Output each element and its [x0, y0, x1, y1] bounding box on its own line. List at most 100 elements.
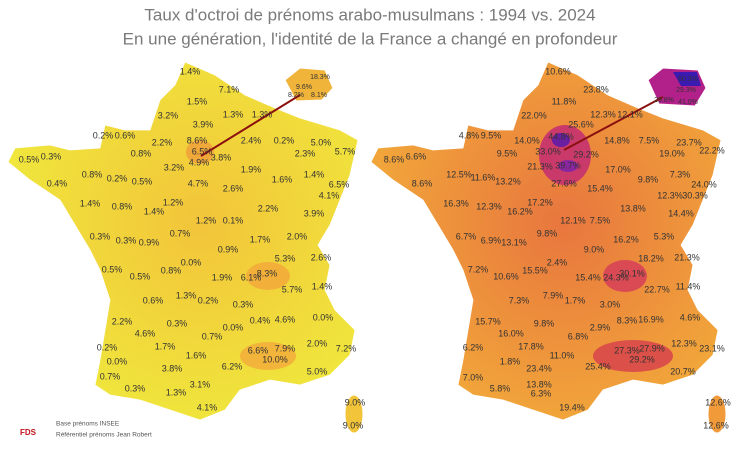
- corsica: [344, 394, 364, 434]
- dept-label: 21.3%: [674, 252, 700, 262]
- dept-label: 2.6%: [311, 252, 332, 262]
- dept-label: 6.9%: [481, 235, 502, 245]
- dept-label: 23.8%: [583, 84, 609, 94]
- dept-label: 12.3%: [657, 190, 683, 200]
- dept-label: 2.2%: [112, 316, 133, 326]
- dept-label: 22.7%: [644, 284, 670, 294]
- dept-label: 7.5%: [639, 135, 660, 145]
- dept-label: 23.1%: [699, 343, 725, 353]
- dept-label: 0.2%: [198, 295, 219, 305]
- dept-label: 2.3%: [295, 148, 316, 158]
- corsica: [707, 394, 727, 434]
- dept-label: 1.4%: [180, 66, 201, 76]
- dept-label: 16.2%: [507, 206, 533, 216]
- dept-label: 6.7%: [456, 231, 477, 241]
- dept-label: 33.0%: [535, 146, 561, 156]
- inset-label: 9.6%: [296, 84, 312, 91]
- dept-label: 0.9%: [139, 237, 160, 247]
- dept-label: 6.1%: [241, 272, 262, 282]
- dept-label: 4.1%: [197, 402, 218, 412]
- dept-label: 44.8%: [548, 131, 574, 141]
- dept-label: 7.9%: [543, 290, 564, 300]
- inset-label: 60.3%: [678, 76, 698, 83]
- dept-label: 19.0%: [659, 148, 685, 158]
- dept-label: 15.7%: [475, 316, 501, 326]
- dept-label: 0.6%: [143, 295, 164, 305]
- dept-label: 14.8%: [604, 135, 630, 145]
- dept-label: 0.2%: [274, 135, 295, 145]
- dept-label: 10.6%: [493, 271, 519, 281]
- dept-label: 11.8%: [552, 96, 577, 106]
- dept-label: 8.6%: [187, 135, 208, 145]
- dept-label: 7.2%: [336, 343, 357, 353]
- dept-label: 1.9%: [212, 272, 233, 282]
- logo: FDS: [20, 428, 37, 437]
- dept-label: 4.9%: [189, 157, 210, 167]
- dept-label: 0.8%: [82, 169, 103, 179]
- dept-label: 0.0%: [223, 322, 244, 332]
- dept-label: 30.3%: [682, 190, 708, 200]
- dept-label: 13.1%: [501, 237, 527, 247]
- dept-label: 8.6%: [412, 178, 433, 188]
- dept-label: 0.3%: [41, 151, 62, 161]
- dept-label: 3.1%: [190, 379, 211, 389]
- dept-label: 23.7%: [676, 137, 702, 147]
- region-tint: [240, 342, 296, 370]
- inset-pointer: [200, 94, 301, 157]
- dept-label: 0.6%: [115, 130, 136, 140]
- dept-label: 25.6%: [568, 119, 594, 129]
- dept-label: 12.3%: [590, 109, 616, 119]
- dept-label: 0.3%: [116, 235, 137, 245]
- dept-label: 7.3%: [670, 169, 691, 179]
- dept-label: 20.7%: [670, 366, 696, 376]
- dept-label: 11.0%: [550, 350, 575, 360]
- dept-label: 12.5%: [446, 169, 472, 179]
- region-tint: [603, 260, 647, 292]
- dept-label: 1.3%: [166, 387, 187, 397]
- dept-label: 8.3%: [617, 315, 638, 325]
- dept-label: 22.0%: [521, 110, 547, 120]
- dept-label: 2.0%: [287, 231, 308, 241]
- dept-label: 2.6%: [223, 183, 244, 193]
- dept-label: 1.2%: [163, 197, 184, 207]
- dept-label: 5.3%: [654, 231, 675, 241]
- dept-label: 1.7%: [565, 295, 586, 305]
- dept-label: 1.6%: [186, 350, 207, 360]
- dept-label: 0.8%: [131, 148, 152, 158]
- dept-label: 6.8%: [568, 331, 589, 341]
- subtitle: En une génération, l'identité de la Fran…: [123, 29, 618, 48]
- dept-label: 4.1%: [319, 190, 340, 200]
- title: Taux d'octroi de prénoms arabo-musulmans…: [144, 5, 595, 24]
- dept-label: 4.8%: [459, 130, 480, 140]
- dept-label: 13.8%: [526, 379, 552, 389]
- dept-label: 3.8%: [162, 363, 183, 373]
- map-1994: [7, 61, 364, 434]
- inset-pointer: [563, 96, 664, 151]
- dept-label: 7.5%: [590, 215, 611, 225]
- dept-label: 0.2%: [97, 342, 118, 352]
- dept-label: 9.8%: [534, 318, 555, 328]
- dept-label: 29.2%: [629, 354, 655, 364]
- dept-label: 3.9%: [193, 119, 214, 129]
- dept-label: 7.2%: [468, 264, 489, 274]
- inset-label: 8.2%: [288, 92, 304, 99]
- dept-label: 1.4%: [304, 169, 325, 179]
- dept-label: 19.4%: [559, 402, 585, 412]
- dept-label: 0.0%: [181, 257, 202, 267]
- dept-label: 4.6%: [135, 328, 156, 338]
- dept-label: 4.7%: [188, 178, 209, 188]
- dept-label: 0.3%: [233, 299, 254, 309]
- dept-label: 17.0%: [605, 164, 631, 174]
- dept-label: 1.7%: [250, 234, 271, 244]
- dept-label: 0.7%: [100, 371, 121, 381]
- dept-label: 0.5%: [130, 271, 151, 281]
- dept-label: 27.6%: [551, 178, 577, 188]
- dept-label: 2.4%: [547, 257, 568, 267]
- dept-label: 0.2%: [107, 173, 128, 183]
- dept-label: 11.4%: [676, 281, 701, 291]
- dept-label: 17.8%: [518, 341, 544, 351]
- dept-label: 5.0%: [307, 366, 328, 376]
- dept-label: 5.8%: [490, 383, 511, 393]
- region-tint: [246, 262, 290, 290]
- dept-label: 13.2%: [495, 176, 521, 186]
